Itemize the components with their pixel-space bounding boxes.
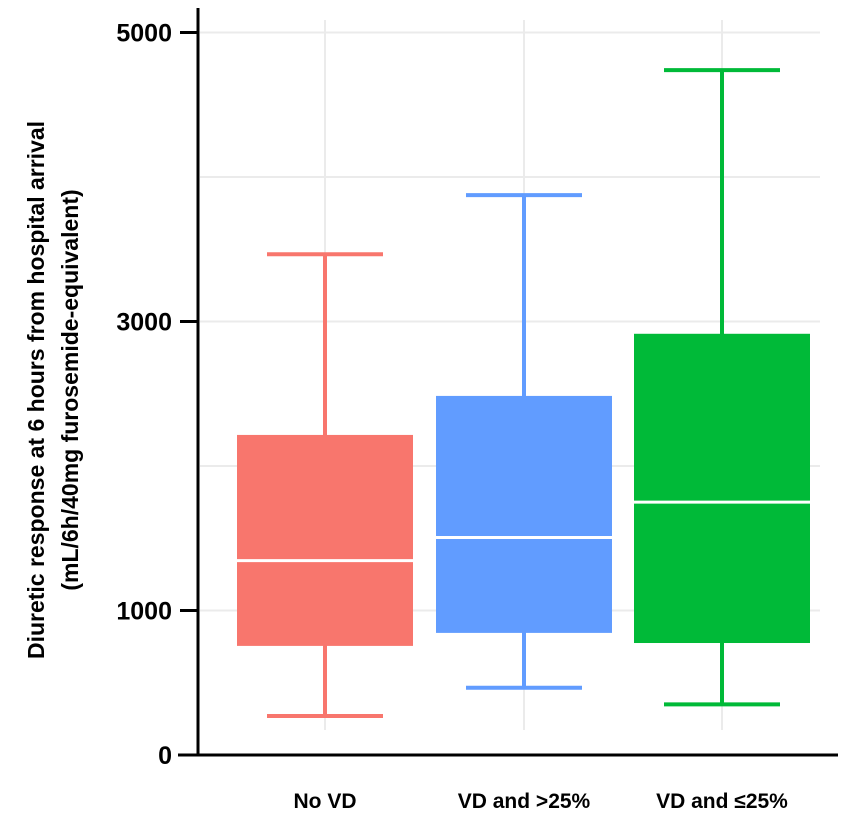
- y-ticks: 0 1000 3000 5000: [116, 20, 198, 770]
- box-3: [634, 68, 810, 707]
- y-tick-label: 1000: [116, 598, 172, 626]
- iqr-box: [634, 333, 810, 644]
- box-series: [237, 68, 810, 718]
- box-2: [436, 193, 612, 690]
- box-1: [237, 252, 413, 718]
- y-axis-title: Diuretic response at 6 hours from hospit…: [23, 121, 49, 659]
- x-tick-labels: No VD VD and >25% VD and ≤25%: [294, 790, 789, 813]
- y-tick-label: 0: [158, 742, 172, 770]
- x-tick-label: VD and ≤25%: [656, 790, 788, 813]
- iqr-box: [237, 434, 413, 646]
- y-axis-title-line2: (mL/6h/40mg furosemide-equivalent): [57, 189, 83, 590]
- x-tick-label: No VD: [294, 790, 357, 813]
- x-tick-label: VD and >25%: [458, 790, 591, 813]
- y-tick-label: 5000: [116, 20, 172, 48]
- y-tick-label: 3000: [116, 309, 172, 337]
- iqr-box: [436, 395, 612, 633]
